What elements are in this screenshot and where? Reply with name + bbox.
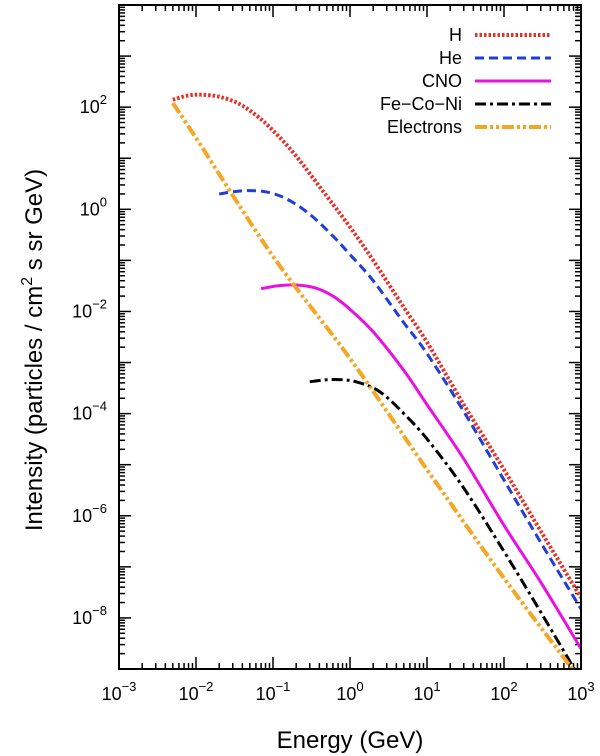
x-tick-label: 103 xyxy=(567,679,594,704)
y-axis-label-prefix: Intensity (particles / cm xyxy=(21,286,48,531)
x-tick-label: 102 xyxy=(490,679,517,704)
x-axis-label: Energy (GeV) xyxy=(277,727,424,754)
series-line-electrons xyxy=(171,102,575,669)
x-tick-label: 10−3 xyxy=(102,679,137,704)
x-tick-label: 10−2 xyxy=(179,679,214,704)
y-tick-label: 100 xyxy=(80,194,107,219)
legend-label-fe-co-ni: Fe−Co−Ni xyxy=(380,94,462,114)
y-axis-label-suffix: s sr GeV) xyxy=(21,169,48,277)
y-tick-label: 10−2 xyxy=(72,296,107,321)
legend-label-cno: CNO xyxy=(422,71,462,91)
x-tick-label: 10−1 xyxy=(256,679,291,704)
y-axis-label: Intensity (particles / cm2 s sr GeV) xyxy=(19,169,48,531)
series-line-fe-co-ni xyxy=(309,378,577,669)
y-tick-label: 102 xyxy=(80,92,107,117)
legend-label-he: He xyxy=(439,48,462,68)
series-layer xyxy=(171,92,581,669)
x-tick-label: 100 xyxy=(336,679,363,704)
y-axis-label-superscript: 2 xyxy=(19,277,36,286)
y-tick-label: 10−4 xyxy=(72,399,107,424)
tick-labels: 10−3 10−2 10−1 100 101 102 103 102 100 10−2 10−4 10… xyxy=(72,92,594,704)
legend-label-h: H xyxy=(449,25,462,45)
legend-label-electrons: Electrons xyxy=(387,117,462,137)
series-group xyxy=(171,92,581,669)
series-line-he xyxy=(218,189,581,610)
legend: H He CNO Fe−Co−Ni Electrons xyxy=(380,25,551,137)
y-tick-label: 10−6 xyxy=(72,501,107,526)
y-tick-label: 10−8 xyxy=(72,603,107,628)
plot-frame xyxy=(118,4,582,670)
x-tick-label: 101 xyxy=(413,679,440,704)
